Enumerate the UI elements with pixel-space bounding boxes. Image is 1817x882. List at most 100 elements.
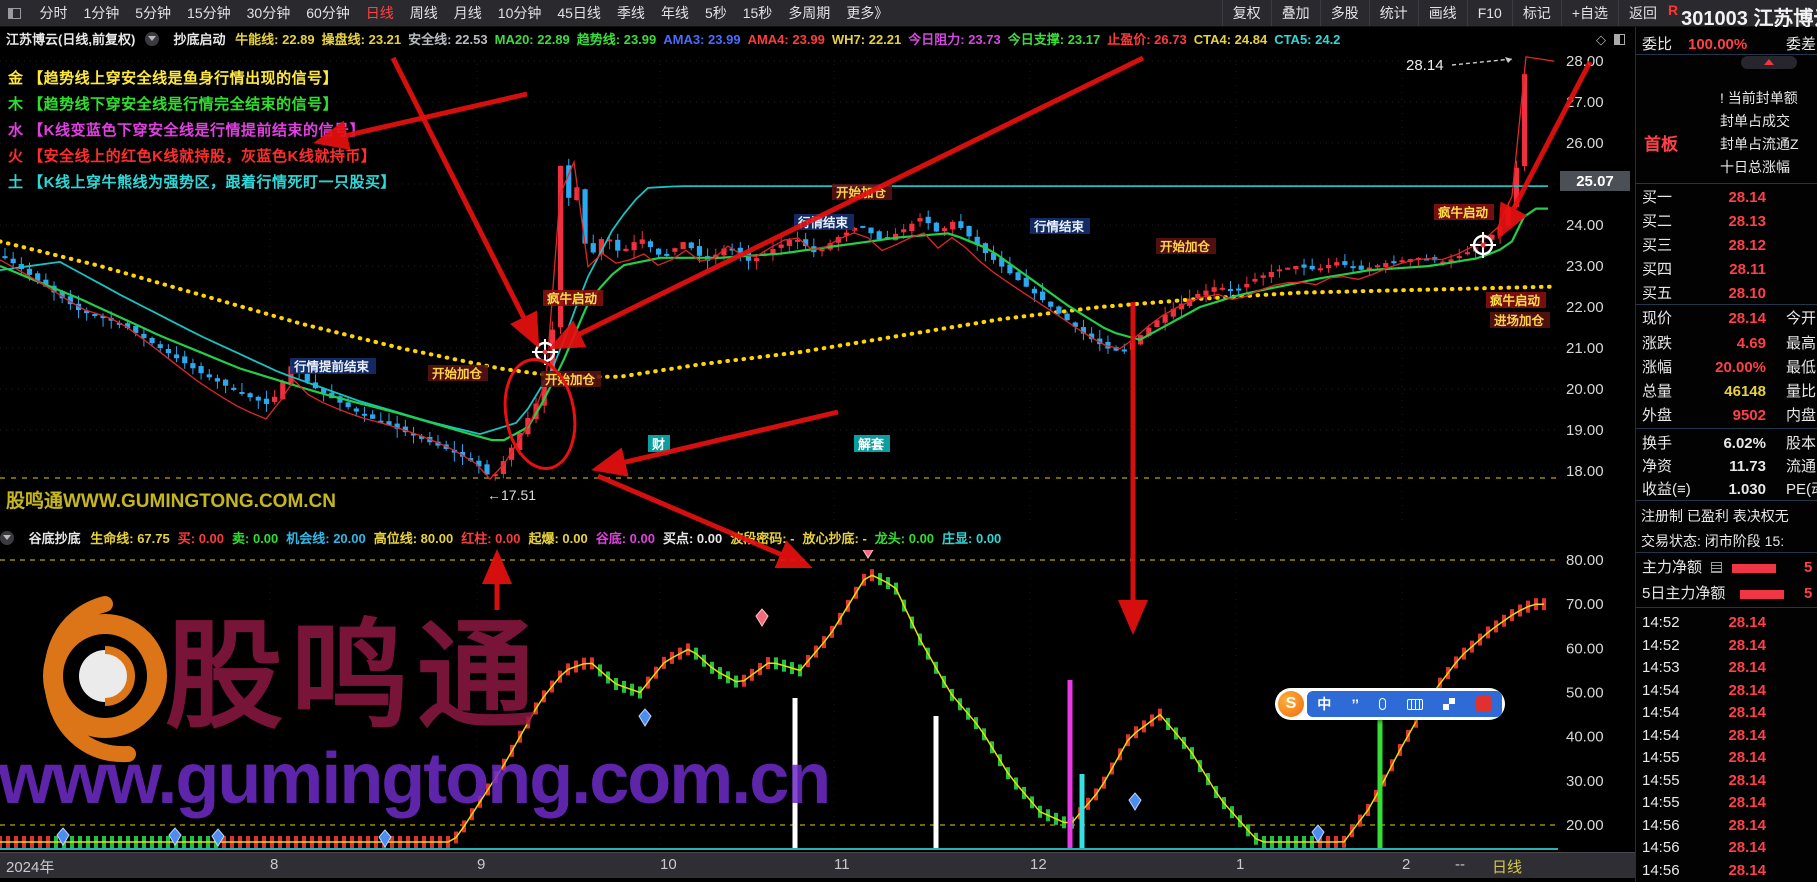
indicator-field-AMA4: AMA4: 23.99 xyxy=(747,32,825,47)
split-view-icon[interactable] xyxy=(1614,34,1625,45)
toolbar-button-叠加[interactable]: 叠加 xyxy=(1270,0,1320,26)
flow-row-1: 主力净额 5 xyxy=(1636,557,1817,579)
stat-right-label: 最高 xyxy=(1786,335,1817,352)
menu-item-45日线[interactable]: 45日线 xyxy=(557,5,601,21)
stat-row-涨幅: 涨幅 20.00% 最低 xyxy=(1636,357,1817,379)
grid-icon[interactable] xyxy=(1443,698,1456,710)
crosshair-marker xyxy=(1470,232,1496,258)
sub-field-生命线: 生命线: 67.75 xyxy=(90,531,170,546)
registered-marker: R xyxy=(1668,2,1679,18)
menu-item-分时[interactable]: 分时 xyxy=(39,5,68,21)
bid-row-买四: 买四 28.11 xyxy=(1636,259,1817,281)
quote-panel[interactable]: 委比 100.00% 委差 首板 ! 当前封单额 封单占成交 封单占流通Z 十日总涨幅 买一 28… xyxy=(1635,27,1817,882)
menu-item-30分钟[interactable]: 30分钟 xyxy=(246,5,291,21)
toolbar-button-返回[interactable]: 返回 xyxy=(1618,0,1667,26)
date-axis[interactable]: 2024年 8 9 10 11 12 1 2 -- 日线 xyxy=(0,852,1635,878)
toolbar-button-F10[interactable]: F10 xyxy=(1466,0,1512,26)
tick-price: 28.14 xyxy=(1728,861,1766,879)
menu-item-15分钟[interactable]: 15分钟 xyxy=(187,5,231,21)
tick-row: 14:56 28.14 xyxy=(1636,837,1817,859)
weibi-value: 100.00% xyxy=(1688,36,1748,53)
toolbar-button-画线[interactable]: 画线 xyxy=(1417,0,1467,26)
menu-item-日线[interactable]: 日线 xyxy=(365,5,394,21)
indicator-field-今日支撑: 今日支撑: 23.17 xyxy=(1007,32,1101,47)
chart-label: 行情提前结束 xyxy=(293,359,370,374)
menu-item-60分钟[interactable]: 60分钟 xyxy=(306,5,350,21)
menu-item-1分钟[interactable]: 1分钟 xyxy=(83,5,120,21)
price-axis-label: 21.00 xyxy=(1566,340,1604,357)
menu-item-5分钟[interactable]: 5分钟 xyxy=(135,5,172,21)
menu-item-10分钟[interactable]: 10分钟 xyxy=(497,5,542,21)
toolbar-button-统计[interactable]: 统计 xyxy=(1368,0,1418,26)
tick-row: 14:52 28.14 xyxy=(1636,635,1817,657)
toolbar-button-复权[interactable]: 复权 xyxy=(1221,0,1271,26)
mic-icon[interactable] xyxy=(1379,698,1387,710)
chart-badge: 财 xyxy=(652,437,665,452)
stat-value: 28.14 xyxy=(1728,310,1766,327)
weibi-row: 委比 100.00% 委差 xyxy=(1636,34,1817,56)
chart-label: 进场加仓 xyxy=(1494,313,1545,328)
tick-price: 28.14 xyxy=(1728,614,1766,631)
gem-marker xyxy=(378,829,392,848)
axis-period[interactable]: 日线 xyxy=(1492,859,1523,876)
bid-row-买三: 买三 28.12 xyxy=(1636,235,1817,257)
menu-item-月线[interactable]: 月线 xyxy=(453,5,482,21)
current-price-badge: 25.07 xyxy=(1576,173,1614,190)
toolbox-icon[interactable] xyxy=(1475,696,1492,712)
sub-field-波段密码: 波段密码: - xyxy=(730,531,795,546)
toolbar-button-标记[interactable]: 标记 xyxy=(1511,0,1561,26)
ime-punct-button[interactable]: ’’ xyxy=(1351,696,1359,712)
watermark-url: www.gumingtong.com.cn xyxy=(0,739,831,819)
gem-marker xyxy=(638,708,652,727)
tick-time: 14:52 xyxy=(1642,614,1680,631)
tick-time: 14:54 xyxy=(1642,704,1680,721)
chart-title: 江苏博云(日线,前复权) xyxy=(6,32,136,47)
flow-bar xyxy=(1732,564,1776,573)
signal-legend: 金 【趋势线上穿安全线是鱼身行情出现的信号】木 【趋势线下穿安全线是行情完全结束… xyxy=(8,66,396,196)
toolbar-button-+自选[interactable]: +自选 xyxy=(1560,0,1618,26)
stat-right-label: 最低 xyxy=(1786,359,1817,376)
menu-item-周线[interactable]: 周线 xyxy=(409,5,438,21)
flow-label: 5日主力净额 xyxy=(1642,585,1726,602)
menu-item-多周期[interactable]: 多周期 xyxy=(788,5,831,21)
stat-right-label: 今开 xyxy=(1786,310,1817,327)
stat-value: 4.69 xyxy=(1736,335,1766,352)
bid-row-买一: 买一 28.14 xyxy=(1636,187,1817,209)
tick-row: 14:53 28.14 xyxy=(1636,657,1817,679)
axis-dash: -- xyxy=(1455,856,1465,873)
menu-item-季线[interactable]: 季线 xyxy=(616,5,645,21)
axis-month-1: 1 xyxy=(1236,856,1245,873)
ime-toolbar[interactable]: S 中 ’’ xyxy=(1275,688,1505,720)
indicator-field-趋势线: 趋势线: 23.99 xyxy=(576,32,657,47)
chevron-down-icon[interactable] xyxy=(144,32,159,46)
panel-divider xyxy=(1636,183,1817,184)
price-axis-label: 24.00 xyxy=(1566,217,1604,234)
board-info-row: ! 当前封单额 xyxy=(1720,90,1798,106)
chart-badge: 解套 xyxy=(857,437,885,452)
menu-item-15秒[interactable]: 15秒 xyxy=(742,5,773,21)
signal-legend-line-4: 火 【安全线上的红色K线就持股，灰蓝色K线就持币】 xyxy=(8,148,377,165)
indicator-field-今日阻力: 今日阻力: 23.73 xyxy=(908,32,1001,47)
keyboard-icon[interactable] xyxy=(1406,698,1423,710)
signal-label: 抄底启动 xyxy=(173,32,226,47)
menu-item-更多》[interactable]: 更多》 xyxy=(846,5,889,21)
chart-label: 疯牛启动 xyxy=(1438,205,1489,220)
menu-item-年线[interactable]: 年线 xyxy=(660,5,689,21)
menu-item-5秒[interactable]: 5秒 xyxy=(704,5,727,21)
collapse-button[interactable] xyxy=(1741,56,1797,69)
window-icon[interactable] xyxy=(8,8,21,19)
chart-label: 开始加仓 xyxy=(432,366,483,381)
axis-month-9: 9 xyxy=(477,856,486,873)
ime-mode-button[interactable]: 中 xyxy=(1317,696,1332,712)
axis-month-2024年: 2024年 xyxy=(6,859,55,876)
list-icon[interactable] xyxy=(1711,562,1722,573)
ime-logo-icon[interactable]: S xyxy=(1278,691,1304,717)
sub-field-买点: 买点: 0.00 xyxy=(662,531,723,546)
stat-right-label: 内盘 xyxy=(1786,407,1817,424)
chevron-down-icon[interactable] xyxy=(0,531,14,545)
tick-price: 28.14 xyxy=(1728,704,1766,721)
diamond-icon[interactable]: ◇ xyxy=(1596,32,1606,47)
board-info-row: 封单占流通Z xyxy=(1720,136,1799,152)
bid-price: 28.14 xyxy=(1728,189,1766,206)
toolbar-button-多股[interactable]: 多股 xyxy=(1319,0,1369,26)
